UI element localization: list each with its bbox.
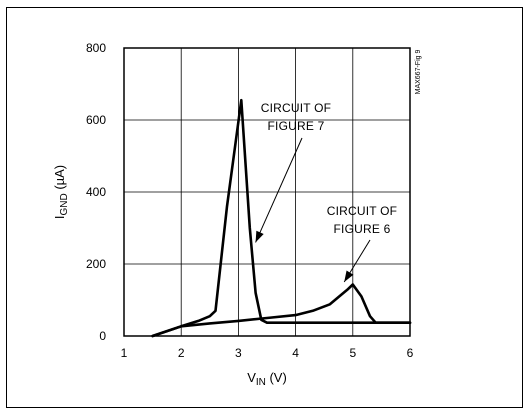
x-axis-label: VIN (V) bbox=[247, 370, 287, 388]
x-tick-label-1: 2 bbox=[178, 346, 185, 360]
annotation-1-line-2: FIGURE 7 bbox=[268, 119, 325, 133]
x-tick-label-2: 3 bbox=[235, 346, 242, 360]
series-group bbox=[151, 98, 412, 338]
annotation-2-arrowhead bbox=[344, 270, 354, 282]
series-line-1 bbox=[151, 98, 412, 338]
y-tick-label-3: 600 bbox=[86, 113, 106, 127]
annotation-1-line-1: CIRCUIT OF bbox=[261, 101, 331, 115]
x-tick-label-0: 1 bbox=[121, 346, 128, 360]
x-tick-label-3: 4 bbox=[292, 346, 299, 360]
grid bbox=[124, 48, 410, 336]
series-line-2 bbox=[151, 283, 412, 338]
y-tick-label-2: 400 bbox=[86, 185, 106, 199]
annotation-1-leader bbox=[255, 137, 303, 243]
annotation-2-line-2: FIGURE 6 bbox=[334, 222, 391, 236]
x-tick-label-5: 6 bbox=[407, 346, 414, 360]
annotation-2-line-1: CIRCUIT OF bbox=[327, 204, 397, 218]
x-tick-label-4: 5 bbox=[349, 346, 356, 360]
y-tick-label-1: 200 bbox=[86, 257, 106, 271]
y-tick-label-0: 0 bbox=[99, 329, 106, 343]
annotation-1-arrowhead bbox=[255, 230, 264, 243]
plot-area bbox=[123, 47, 411, 337]
y-axis-label: IGND (µA) bbox=[52, 165, 70, 219]
figure-frame bbox=[6, 7, 523, 408]
y-tick-label-4: 800 bbox=[86, 41, 106, 55]
tick-labels: 1 2 3 4 5 6 0 200 400 600 800 bbox=[86, 41, 414, 360]
annotations: CIRCUIT OF FIGURE 7 CIRCUIT OF FIGURE 6 bbox=[255, 101, 397, 283]
figure-id-label: MAX667-Fig 9 bbox=[415, 50, 422, 95]
